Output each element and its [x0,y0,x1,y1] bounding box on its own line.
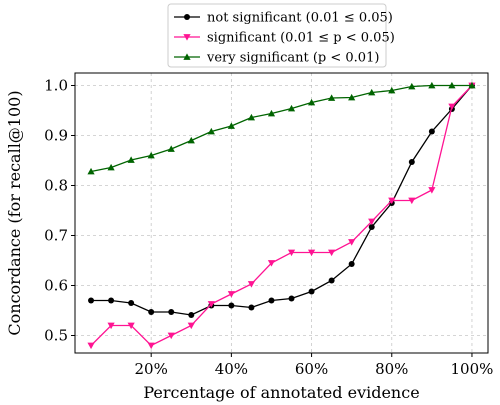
data-point [207,301,215,308]
legend-marker [184,14,190,20]
data-point [248,304,255,311]
legend-item: not significant (0.01 ≤ 0.05) [174,11,393,26]
data-point [307,249,316,257]
data-point [127,156,135,163]
y-tick-label: 1.0 [44,77,68,95]
data-point [287,104,296,112]
data-point [167,145,175,152]
data-point [408,82,416,90]
series-layer [87,81,476,350]
legend-label: significant (0.01 ≤ p < 0.05) [207,31,395,46]
data-point [348,93,356,101]
legend-marker [183,53,191,60]
data-point [287,249,296,257]
legend: not significant (0.01 ≤ 0.05) significant… [167,3,395,68]
data-point [388,86,396,94]
data-point [348,261,355,267]
data-point [288,295,295,302]
data-point [428,187,436,194]
series-2 [87,82,476,350]
data-point [167,332,175,340]
data-point [328,94,336,101]
series-1 [88,82,475,318]
data-point [308,288,315,295]
data-point [168,309,175,315]
legend-label: very significant (p < 0.01) [206,51,379,66]
data-point [87,167,95,175]
data-point [148,309,155,315]
data-point [87,342,95,350]
data-point [267,260,276,267]
y-tick-label: 0.9 [44,127,68,145]
data-point [247,281,256,288]
legend-item: significant (0.01 ≤ p < 0.05) [174,31,395,46]
y-tick-label: 0.7 [44,227,68,245]
series-line [91,85,473,316]
data-point [88,297,95,304]
legend-marker [183,34,191,41]
data-point [268,297,275,304]
data-point [227,122,235,129]
legend-box [167,3,387,68]
data-point [328,277,335,284]
data-point [267,109,276,117]
data-point [108,297,115,304]
data-point [147,342,155,350]
data-point [107,163,115,171]
data-point [227,291,235,298]
data-point [348,239,356,246]
x-tick-label: 20% [135,360,168,378]
data-point [408,159,415,165]
data-point [107,322,115,330]
series-line [90,85,473,347]
data-point [408,197,416,205]
data-point [388,197,396,205]
axis-ticks: 0.5 0.6 0.7 0.8 0.9 1.0 20% 40% 60% 80% 100% [44,77,493,379]
data-point [428,128,435,135]
data-point [128,300,135,306]
x-tick-label: 60% [295,360,328,378]
data-point [188,312,195,318]
data-point [228,302,235,309]
series-line [90,84,472,173]
x-tick-label: 80% [375,360,408,378]
data-point [448,103,456,111]
data-point [127,322,135,330]
data-point [468,81,476,89]
data-point [207,127,215,135]
legend-item: very significant (p < 0.01) [174,51,379,66]
data-point [368,218,376,226]
data-point [147,151,155,159]
y-tick-label: 0.5 [44,327,68,345]
data-point [448,81,456,89]
x-tick-label: 40% [215,360,248,378]
data-point [187,136,195,144]
data-point [247,113,256,121]
data-point [368,224,375,230]
legend-label: not significant (0.01 ≤ 0.05) [207,11,393,26]
y-tick-label: 0.6 [44,277,68,295]
data-point [307,98,316,106]
series-3 [87,81,476,175]
data-point [368,88,376,96]
data-point [428,81,436,89]
x-tick-label: 100% [451,360,494,378]
grid [75,73,488,353]
plot-frame [74,72,489,354]
data-point [328,249,336,257]
x-axis-label: Percentage of annotated evidence [143,383,419,402]
y-tick-label: 0.8 [44,177,68,195]
y-axis-label: Concordance (for recall@100) [5,90,24,335]
data-point [187,322,195,330]
